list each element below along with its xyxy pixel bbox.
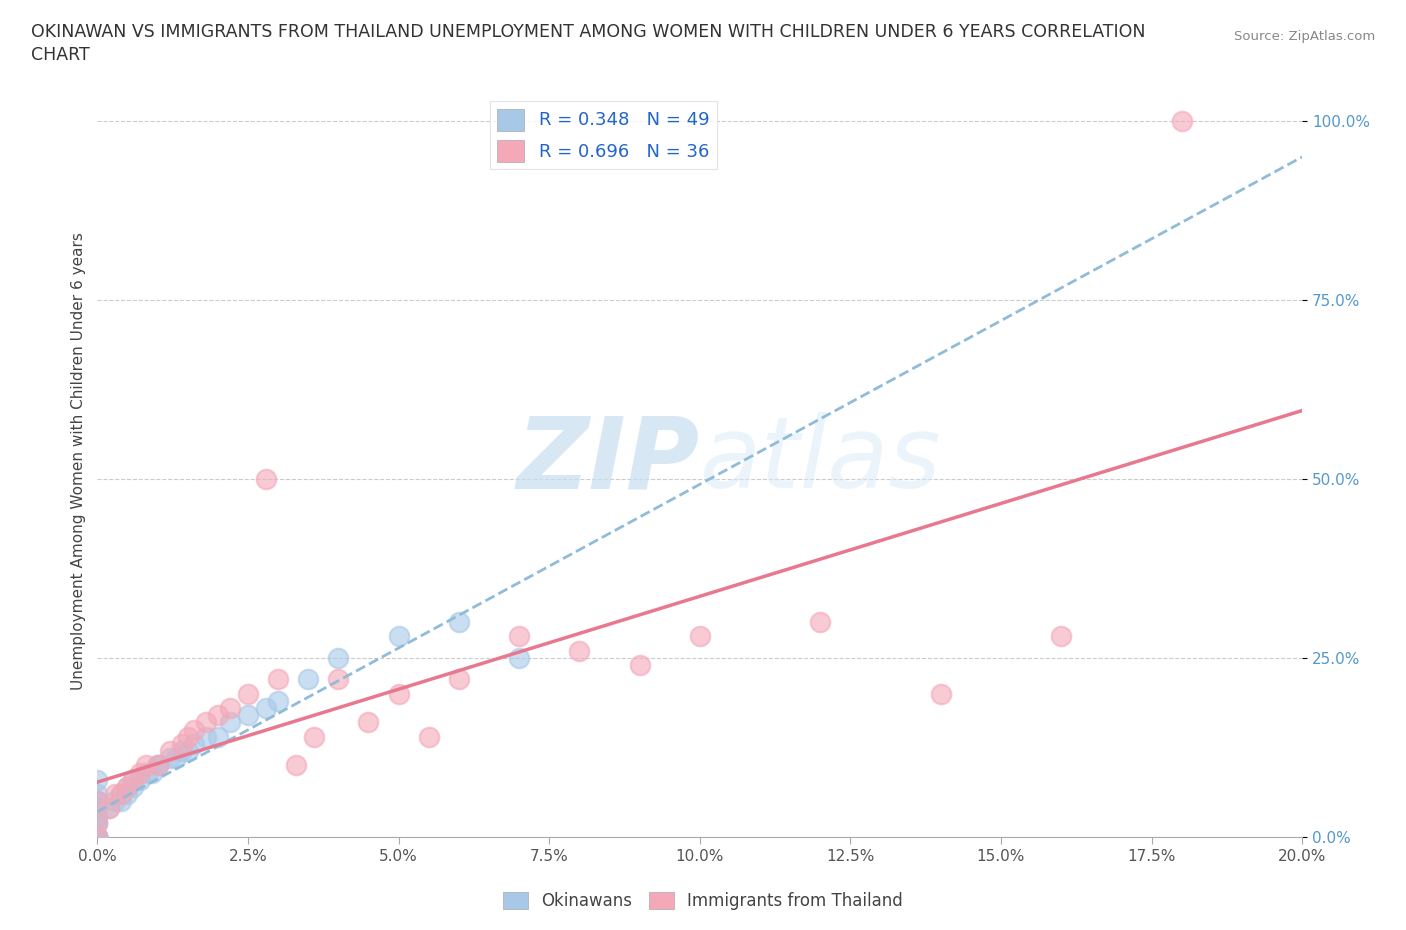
Point bbox=[207, 729, 229, 744]
Point bbox=[267, 672, 290, 687]
Point bbox=[86, 830, 108, 844]
Point bbox=[508, 629, 530, 644]
Point bbox=[117, 787, 139, 802]
Point bbox=[1170, 113, 1192, 128]
Point bbox=[135, 765, 157, 780]
Text: atlas: atlas bbox=[700, 412, 942, 510]
Point bbox=[110, 794, 132, 809]
Point bbox=[302, 729, 325, 744]
Point bbox=[387, 629, 409, 644]
Point bbox=[86, 808, 108, 823]
Point bbox=[207, 708, 229, 723]
Point bbox=[170, 737, 193, 751]
Point bbox=[146, 758, 169, 773]
Point bbox=[104, 794, 127, 809]
Y-axis label: Unemployment Among Women with Children Under 6 years: Unemployment Among Women with Children U… bbox=[72, 232, 86, 690]
Point bbox=[1050, 629, 1073, 644]
Point bbox=[929, 686, 952, 701]
Point bbox=[86, 830, 108, 844]
Point bbox=[110, 787, 132, 802]
Point bbox=[86, 830, 108, 844]
Point bbox=[689, 629, 711, 644]
Point bbox=[117, 779, 139, 794]
Point bbox=[104, 787, 127, 802]
Point bbox=[254, 700, 277, 715]
Point bbox=[98, 801, 121, 816]
Point bbox=[159, 751, 181, 765]
Point bbox=[86, 787, 108, 802]
Point bbox=[98, 801, 121, 816]
Point bbox=[86, 772, 108, 787]
Point bbox=[219, 715, 242, 730]
Point bbox=[447, 672, 470, 687]
Point bbox=[808, 615, 831, 630]
Point bbox=[86, 830, 108, 844]
Point bbox=[236, 686, 259, 701]
Point bbox=[297, 672, 319, 687]
Point bbox=[141, 765, 163, 780]
Point bbox=[236, 708, 259, 723]
Point bbox=[165, 751, 187, 765]
Point bbox=[418, 729, 440, 744]
Point bbox=[170, 744, 193, 759]
Point bbox=[146, 758, 169, 773]
Point bbox=[177, 729, 200, 744]
Point bbox=[86, 830, 108, 844]
Point bbox=[568, 644, 591, 658]
Point bbox=[135, 758, 157, 773]
Point bbox=[177, 744, 200, 759]
Point bbox=[194, 715, 217, 730]
Point bbox=[357, 715, 380, 730]
Point bbox=[183, 737, 205, 751]
Legend: R = 0.348   N = 49, R = 0.696   N = 36: R = 0.348 N = 49, R = 0.696 N = 36 bbox=[491, 101, 717, 169]
Point bbox=[328, 672, 350, 687]
Point bbox=[86, 830, 108, 844]
Point bbox=[328, 650, 350, 665]
Point bbox=[86, 801, 108, 816]
Point bbox=[117, 779, 139, 794]
Legend: Okinawans, Immigrants from Thailand: Okinawans, Immigrants from Thailand bbox=[496, 885, 910, 917]
Point bbox=[128, 765, 150, 780]
Point bbox=[86, 830, 108, 844]
Point bbox=[86, 816, 108, 830]
Point bbox=[86, 830, 108, 844]
Point bbox=[285, 758, 308, 773]
Point bbox=[628, 658, 651, 672]
Point bbox=[86, 794, 108, 809]
Point bbox=[122, 772, 145, 787]
Point bbox=[508, 650, 530, 665]
Point bbox=[86, 794, 108, 809]
Point bbox=[86, 830, 108, 844]
Point bbox=[86, 794, 108, 809]
Point bbox=[110, 787, 132, 802]
Point bbox=[86, 816, 108, 830]
Point bbox=[146, 758, 169, 773]
Point bbox=[219, 700, 242, 715]
Text: ZIP: ZIP bbox=[517, 412, 700, 510]
Point bbox=[122, 779, 145, 794]
Point bbox=[447, 615, 470, 630]
Point bbox=[86, 808, 108, 823]
Point bbox=[387, 686, 409, 701]
Point bbox=[194, 729, 217, 744]
Point bbox=[267, 694, 290, 709]
Point bbox=[122, 772, 145, 787]
Text: CHART: CHART bbox=[31, 46, 90, 64]
Point bbox=[86, 830, 108, 844]
Text: Source: ZipAtlas.com: Source: ZipAtlas.com bbox=[1234, 30, 1375, 43]
Point bbox=[254, 472, 277, 486]
Point bbox=[159, 744, 181, 759]
Point bbox=[86, 801, 108, 816]
Text: OKINAWAN VS IMMIGRANTS FROM THAILAND UNEMPLOYMENT AMONG WOMEN WITH CHILDREN UNDE: OKINAWAN VS IMMIGRANTS FROM THAILAND UNE… bbox=[31, 23, 1146, 41]
Point bbox=[183, 722, 205, 737]
Point bbox=[128, 772, 150, 787]
Point bbox=[86, 830, 108, 844]
Point bbox=[86, 816, 108, 830]
